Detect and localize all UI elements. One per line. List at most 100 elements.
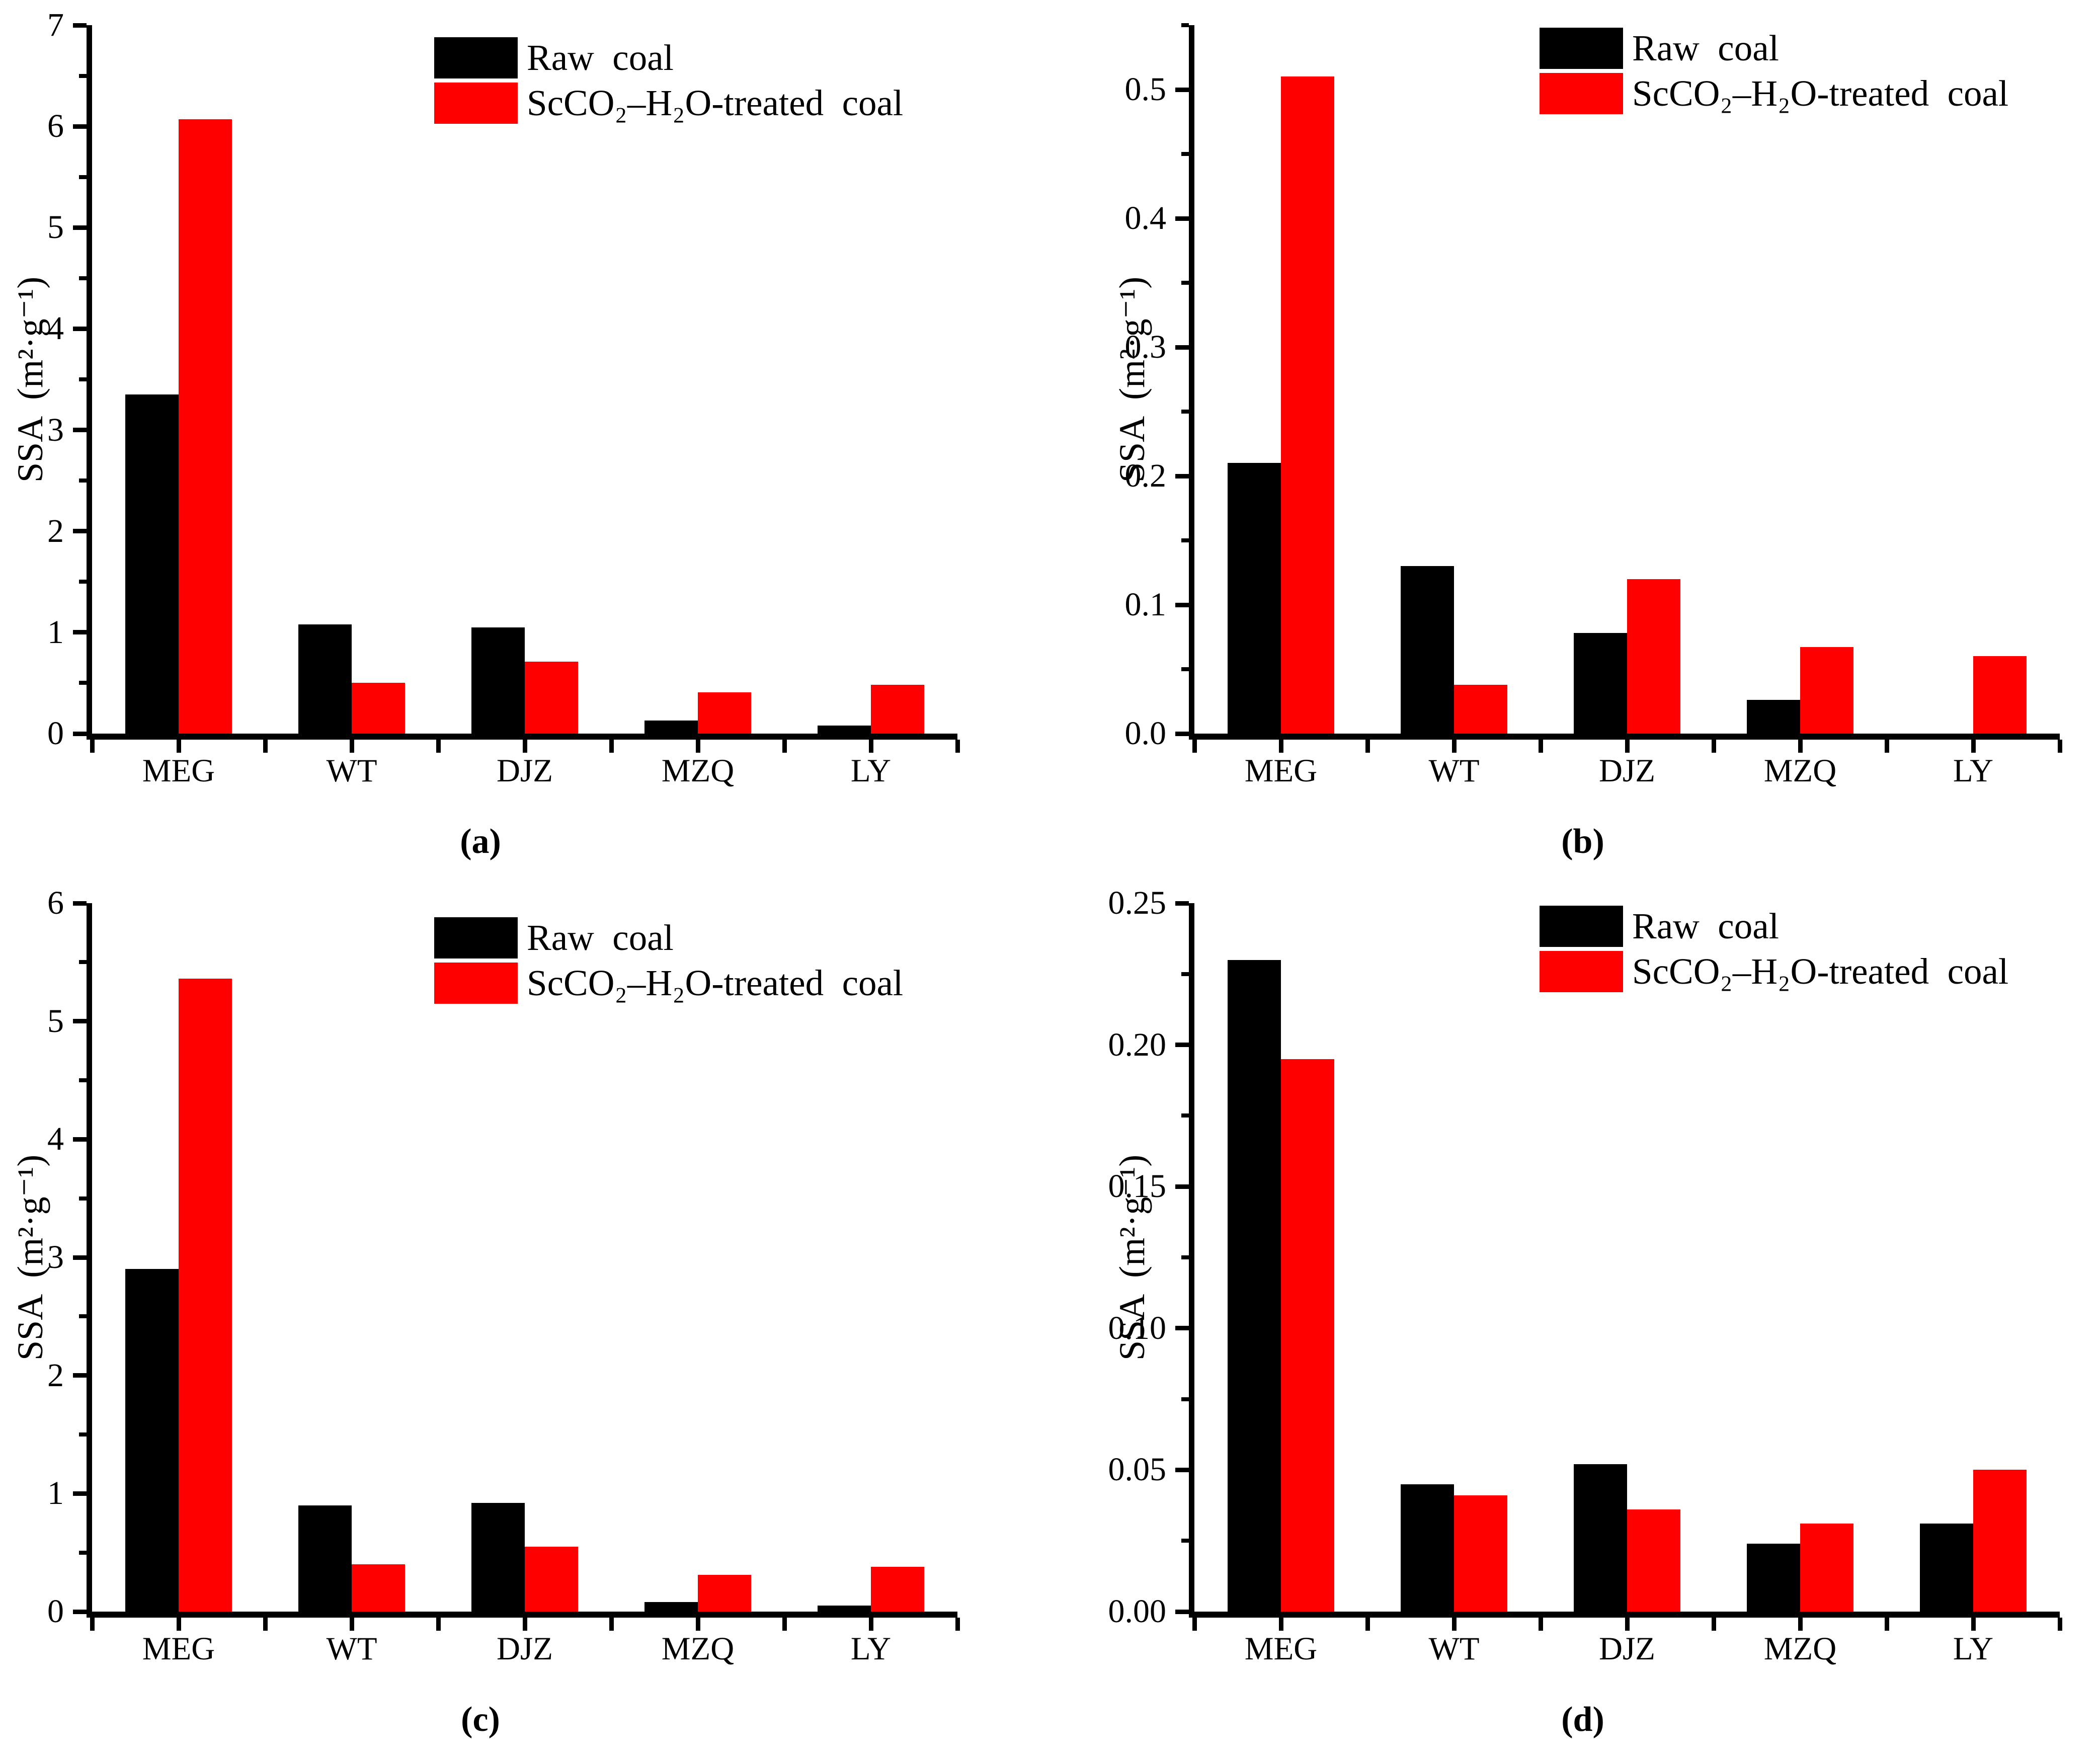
- x-category-label: WT: [326, 753, 377, 789]
- x-tick: [90, 1618, 95, 1631]
- bar-raw-coal-mzq: [644, 720, 698, 734]
- legend: Raw coal ScCO₂–H₂O-treated coal: [1540, 906, 2008, 992]
- panel-sublabel: (c): [461, 1700, 500, 1739]
- panel-sublabel: (b): [1561, 822, 1604, 861]
- y-major-tick: [1175, 602, 1189, 607]
- x-category-label: DJZ: [497, 753, 553, 789]
- y-tick-label: 0.1: [1124, 586, 1167, 623]
- y-major-tick: [73, 124, 87, 129]
- x-axis-line: [1189, 1612, 2060, 1618]
- x-tick: [2057, 740, 2062, 753]
- y-minor-tick: [79, 1078, 87, 1082]
- y-tick-label: 2: [47, 1356, 64, 1394]
- bar-scco-h-o-treated-coal-ly: [871, 685, 924, 734]
- bar-scco-h-o-treated-coal-wt: [1454, 1495, 1507, 1612]
- bar-raw-coal-ly: [818, 725, 871, 734]
- x-tick: [695, 1618, 700, 1631]
- legend-label: Raw coal: [1632, 28, 1779, 68]
- bar-raw-coal-mzq: [1747, 700, 1800, 734]
- y-major-tick: [73, 225, 87, 230]
- y-minor-tick: [1181, 23, 1189, 27]
- bar-scco-h-o-treated-coal-djz: [525, 1546, 578, 1612]
- y-tick-label: 6: [47, 885, 64, 921]
- legend-label: ScCO₂–H₂O-treated coal: [1632, 73, 2009, 114]
- y-major-tick: [1175, 87, 1189, 92]
- x-tick: [349, 1618, 354, 1631]
- bar-raw-coal-djz: [471, 1503, 525, 1612]
- bar-raw-coal-wt: [1401, 1484, 1454, 1612]
- legend-label: ScCO₂–H₂O-treated coal: [527, 83, 904, 123]
- x-tick: [1798, 740, 1803, 753]
- y-tick-label: 0.15: [1108, 1168, 1167, 1205]
- bar-raw-coal-wt: [298, 1505, 352, 1612]
- y-axis-line: [1189, 25, 1194, 740]
- y-tick-label: 0.05: [1108, 1451, 1167, 1488]
- x-category-label: MZQ: [1763, 1631, 1837, 1667]
- y-axis-line: [87, 903, 92, 1618]
- x-category-label: MEG: [142, 1631, 215, 1667]
- y-major-tick: [1175, 901, 1189, 906]
- x-tick: [1278, 740, 1283, 753]
- y-major-tick: [73, 529, 87, 534]
- y-major-tick: [73, 731, 87, 736]
- legend-label: ScCO₂–H₂O-treated coal: [1632, 951, 2009, 992]
- x-tick: [1192, 1618, 1197, 1631]
- x-tick: [782, 1618, 787, 1631]
- y-major-tick: [1175, 731, 1189, 736]
- x-category-label: WT: [1428, 753, 1480, 789]
- y-tick-label: 6: [47, 108, 64, 145]
- x-tick: [522, 1618, 527, 1631]
- y-major-tick: [73, 428, 87, 433]
- x-tick: [263, 1618, 268, 1631]
- x-category-label: MZQ: [661, 1631, 735, 1667]
- bar-raw-coal-djz: [1574, 633, 1627, 734]
- x-category-label: LY: [1953, 1631, 1994, 1667]
- bar-scco-h-o-treated-coal-wt: [352, 683, 405, 734]
- y-minor-tick: [79, 175, 87, 179]
- x-category-label: MZQ: [1763, 753, 1837, 789]
- panel-d: SSA (m²·g⁻¹) 0.00 0.05 0.10 0.15 0.20 0.25 MEG W…: [1050, 878, 2100, 1756]
- x-tick: [176, 1618, 181, 1631]
- x-category-label: DJZ: [497, 1631, 553, 1667]
- y-tick-label: 0.20: [1108, 1026, 1167, 1063]
- bar-scco-h-o-treated-coal-mzq: [698, 692, 751, 734]
- bar-raw-coal-ly: [1920, 1524, 1973, 1612]
- y-tick-label: 1: [47, 613, 64, 651]
- panel-a: SSA (m²·g⁻¹) 0 1 2 3 4 5 6 7 MEG WT DJZ MZQ LY Raw coa…: [0, 0, 1050, 878]
- bar-raw-coal-ly: [818, 1606, 871, 1612]
- y-tick-label: 4: [47, 1121, 64, 1158]
- x-tick: [436, 1618, 441, 1631]
- bar-raw-coal-mzq: [1747, 1543, 1800, 1612]
- y-major-tick: [73, 1019, 87, 1024]
- legend: Raw coal ScCO₂–H₂O-treated coal: [1540, 28, 2008, 114]
- x-tick: [1798, 1618, 1803, 1631]
- legend-item: ScCO₂–H₂O-treated coal: [1540, 73, 2008, 114]
- legend-label: ScCO₂–H₂O-treated coal: [527, 963, 904, 1003]
- x-tick: [955, 740, 960, 753]
- y-tick-label: 5: [47, 1002, 64, 1040]
- bar-scco-h-o-treated-coal-djz: [525, 662, 578, 734]
- x-tick: [955, 1618, 960, 1631]
- bar-scco-h-o-treated-coal-mzq: [1800, 1524, 1853, 1612]
- y-tick-label: 0: [47, 1593, 64, 1630]
- y-axis-line: [1189, 903, 1194, 1618]
- legend-item: Raw coal: [1540, 28, 2008, 69]
- x-tick: [609, 740, 614, 753]
- bar-scco-h-o-treated-coal-ly: [1973, 1470, 2027, 1612]
- x-axis-line: [87, 734, 957, 740]
- legend-swatch-raw-coal: [434, 37, 518, 78]
- y-minor-tick: [1181, 1397, 1189, 1401]
- y-axis-label: SSA (m²·g⁻¹): [1112, 1154, 1152, 1361]
- x-tick: [1192, 740, 1197, 753]
- x-tick: [1884, 1618, 1889, 1631]
- x-tick: [1625, 740, 1630, 753]
- y-minor-tick: [79, 73, 87, 78]
- legend-label: Raw coal: [527, 37, 674, 78]
- x-category-label: WT: [326, 1631, 377, 1667]
- y-tick-label: 0.2: [1124, 457, 1167, 494]
- x-tick: [436, 740, 441, 753]
- bar-scco-h-o-treated-coal-djz: [1627, 1509, 1680, 1612]
- bar-scco-h-o-treated-coal-wt: [352, 1564, 405, 1612]
- panel-sublabel: (d): [1561, 1700, 1604, 1739]
- bar-raw-coal-djz: [471, 627, 525, 734]
